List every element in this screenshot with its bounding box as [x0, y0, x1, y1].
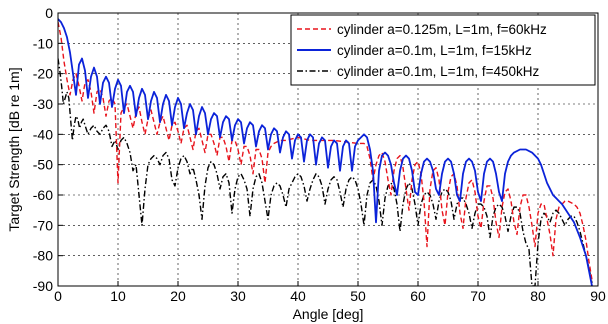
y-tick-label: -30 — [33, 96, 53, 112]
x-tick-label: 80 — [530, 288, 546, 304]
x-tick-label: 10 — [110, 288, 126, 304]
y-axis-label: Target Strength [dB re 1m] — [6, 67, 22, 231]
x-tick-label: 70 — [470, 288, 486, 304]
plot-frame — [57, 12, 599, 287]
legend-entry-0: cylinder a=0.125m, L=1m, f=60kHz — [337, 22, 547, 37]
y-tick-label: -80 — [33, 248, 53, 264]
x-tick-label: 90 — [590, 288, 606, 304]
series-line-0 — [58, 21, 593, 281]
series-layer — [58, 18, 593, 286]
legend-entry-1: cylinder a=0.1m, L=1m, f=15kHz — [337, 43, 532, 58]
series-line-1 — [58, 18, 593, 286]
x-tick-label: 0 — [54, 288, 62, 304]
x-tick-label: 50 — [350, 288, 366, 304]
x-tick-label: 60 — [410, 288, 426, 304]
y-tick-label: 0 — [45, 5, 53, 21]
y-tick-label: -40 — [33, 126, 53, 142]
y-tick-label: -60 — [33, 187, 53, 203]
y-tick-label: -20 — [33, 66, 53, 82]
y-tick-label: -50 — [33, 157, 53, 173]
x-tick-label: 20 — [170, 288, 186, 304]
x-tick-label: 30 — [230, 288, 246, 304]
x-tick-label: 40 — [290, 288, 306, 304]
y-tick-label: -10 — [33, 35, 53, 51]
y-tick-label: -90 — [33, 278, 53, 294]
axis-ticks: 0 10 20 30 40 50 60 70 80 90 0 -10 -20 -30 -40 -50 -60 -7… — [33, 5, 606, 304]
y-tick-label: -70 — [33, 217, 53, 233]
series-line-2 — [58, 58, 593, 286]
legend-entry-2: cylinder a=0.1m, L=1m, f=450kHz — [337, 64, 539, 79]
legend: cylinder a=0.125m, L=1m, f=60kHz cylinder… — [290, 14, 596, 86]
legend-box — [290, 14, 596, 86]
x-axis-label: Angle [deg] — [293, 306, 364, 322]
